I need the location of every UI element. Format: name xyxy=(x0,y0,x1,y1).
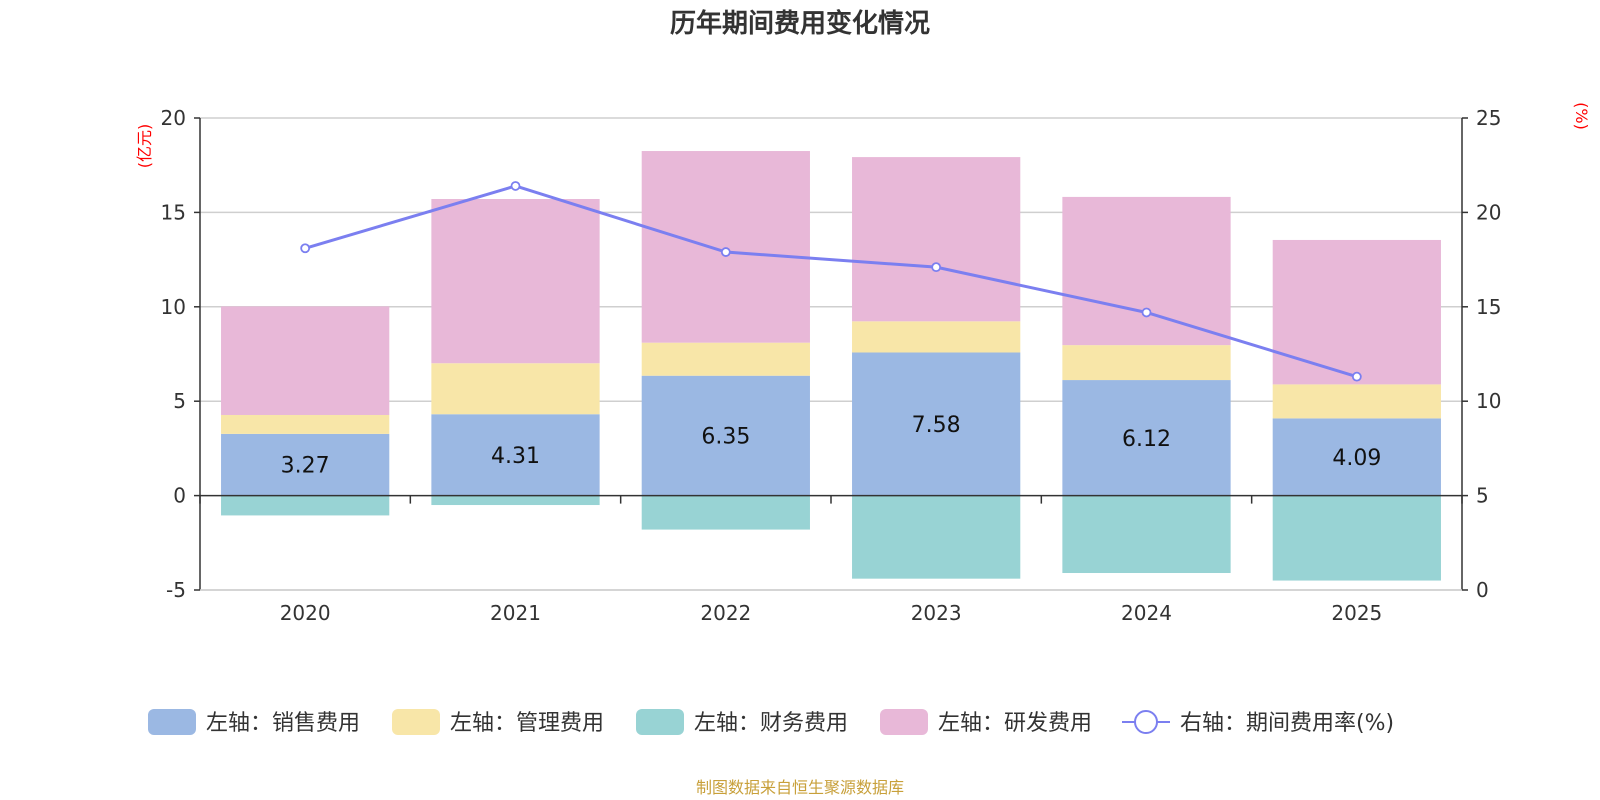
bar-segment xyxy=(641,495,810,530)
bar-segment xyxy=(221,495,390,516)
bar-segment xyxy=(1272,384,1441,419)
bar-segment xyxy=(852,157,1021,322)
bar-segment xyxy=(641,342,810,376)
rate-line xyxy=(300,181,1362,382)
bar-segment xyxy=(431,363,600,415)
data-labels: 3.27 4.31 6.35 7.58 6.12 4.09 xyxy=(281,413,1382,479)
rate-point xyxy=(1141,307,1152,318)
bar-segment xyxy=(852,321,1021,353)
right-tick-label: 5 xyxy=(1476,484,1489,508)
rate-point xyxy=(1351,371,1362,382)
legend-swatch xyxy=(636,709,684,735)
legend-label: 左轴：管理费用 xyxy=(450,711,604,736)
x-tick-label: 2020 xyxy=(280,601,331,625)
bar-segment xyxy=(431,414,600,496)
left-axis-unit: (亿元) xyxy=(135,124,154,169)
left-tick-label: 15 xyxy=(161,200,186,224)
bar-segment xyxy=(641,375,810,496)
bar-segment xyxy=(1062,380,1231,496)
left-tick-label: 10 xyxy=(161,295,186,319)
left-tick-label: 20 xyxy=(161,106,186,130)
right-tick-label: 0 xyxy=(1476,578,1489,602)
bar-segment xyxy=(1272,239,1441,385)
bar-value-label: 4.31 xyxy=(491,444,540,469)
right-tick-label: 10 xyxy=(1476,389,1501,413)
right-tick-label: 20 xyxy=(1476,200,1501,224)
chart-title: 历年期间费用变化情况 xyxy=(670,8,930,39)
legend-swatch xyxy=(148,709,196,735)
bar-segment xyxy=(221,433,390,496)
bar-value-label: 6.12 xyxy=(1122,427,1171,452)
bar-segment xyxy=(431,495,600,506)
bar-segment xyxy=(1272,418,1441,496)
bar-value-label: 4.09 xyxy=(1332,446,1381,471)
legend-swatch xyxy=(880,709,928,735)
rate-point xyxy=(510,181,521,191)
bar-value-label: 7.58 xyxy=(912,413,961,438)
bar-segment xyxy=(1062,495,1231,574)
legend: 左轴：销售费用 左轴：管理费用 左轴：财务费用 左轴：研发费用 右轴：期间费用率(%) xyxy=(148,709,1394,736)
legend-label: 左轴：研发费用 xyxy=(938,711,1092,736)
bar-value-label: 3.27 xyxy=(281,454,330,479)
x-tick-label: 2024 xyxy=(1121,601,1172,625)
rate-point xyxy=(720,247,731,257)
left-tick-label: 5 xyxy=(173,389,186,413)
left-tick-label: -5 xyxy=(166,578,186,602)
right-axis-unit: (%) xyxy=(1572,102,1591,130)
x-tick-label: 2023 xyxy=(911,601,962,625)
bar-segment xyxy=(1062,196,1231,346)
left-tick-label: 0 xyxy=(173,484,186,508)
bar-value-label: 6.35 xyxy=(701,425,750,450)
legend-label: 右轴：期间费用率(%) xyxy=(1180,711,1394,736)
legend-swatch xyxy=(392,709,440,735)
x-tick-label: 2021 xyxy=(490,601,541,625)
bar-segment xyxy=(1272,495,1441,581)
bar-segment xyxy=(852,495,1021,579)
legend-label: 左轴：财务费用 xyxy=(694,711,848,736)
bar-segment xyxy=(431,198,600,364)
bar-segment xyxy=(641,151,810,343)
rate-point xyxy=(931,262,942,273)
right-tick-label: 25 xyxy=(1476,106,1501,130)
bar-segment xyxy=(221,306,390,415)
legend-marker xyxy=(1134,710,1158,734)
x-tick-label: 2022 xyxy=(700,601,751,625)
rate-line-path xyxy=(304,184,1358,379)
legend-label: 左轴：销售费用 xyxy=(206,711,360,736)
source-note: 制图数据来自恒生聚源数据库 xyxy=(696,778,904,797)
bar-segment xyxy=(221,414,390,434)
bar-segment xyxy=(1062,345,1231,381)
right-tick-label: 15 xyxy=(1476,295,1501,319)
bars xyxy=(221,151,1441,581)
x-tick-label: 2025 xyxy=(1331,601,1382,625)
rate-point xyxy=(300,243,311,254)
bar-segment xyxy=(852,352,1021,496)
